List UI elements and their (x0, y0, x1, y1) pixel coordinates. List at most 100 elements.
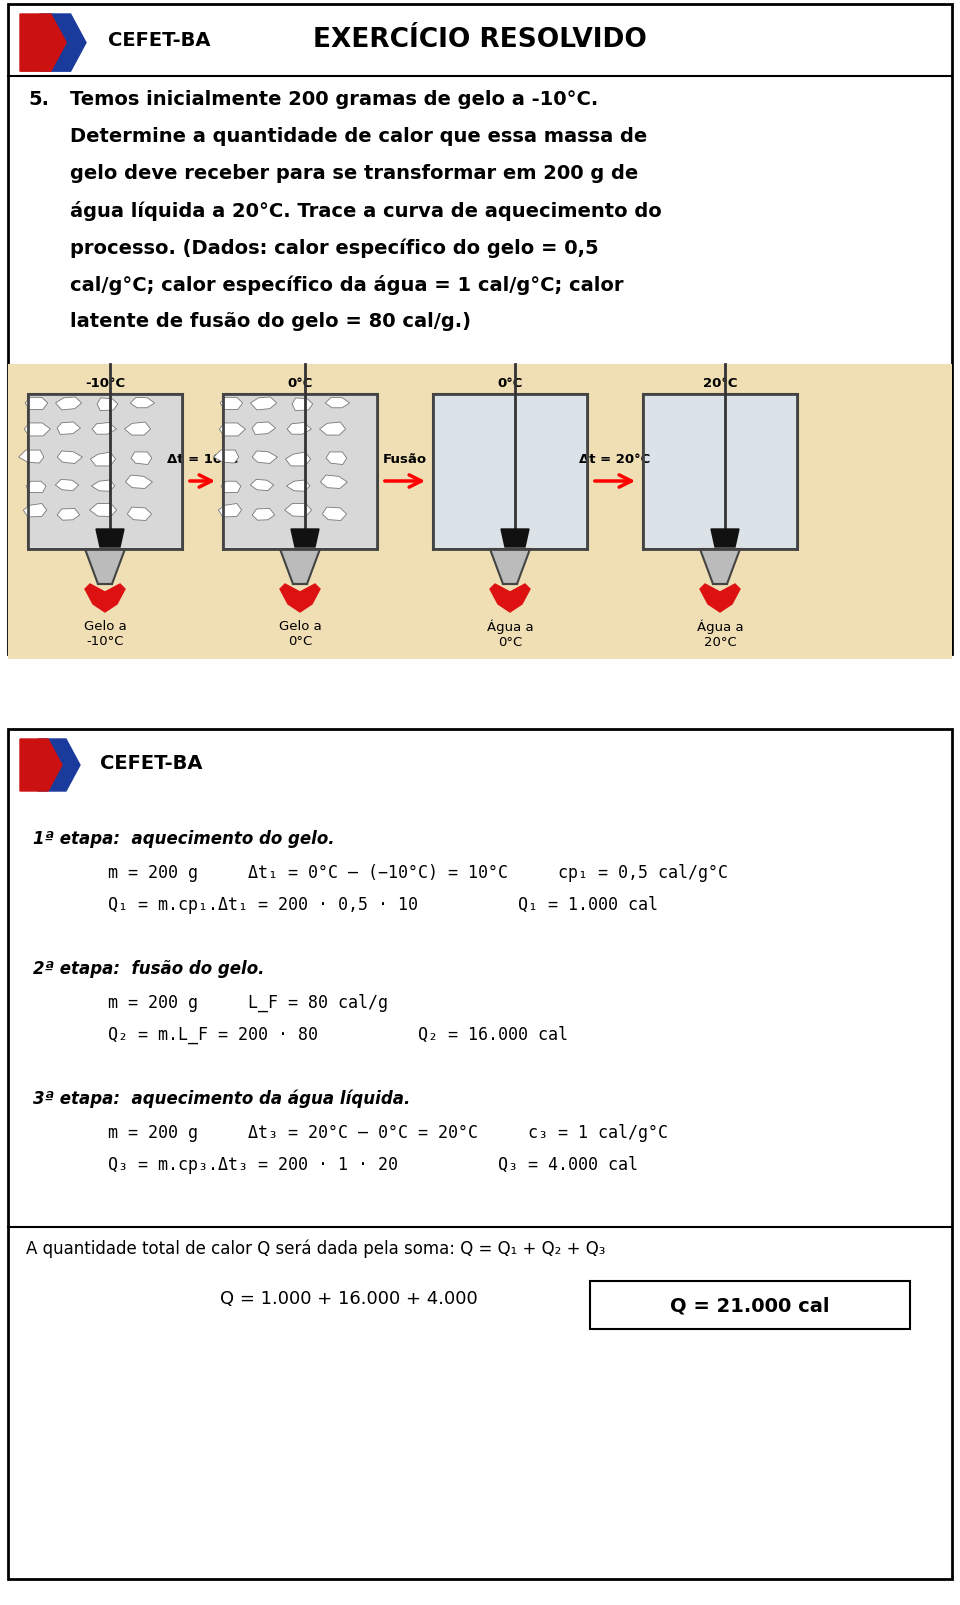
Polygon shape (96, 530, 124, 547)
Polygon shape (57, 422, 81, 435)
FancyBboxPatch shape (223, 395, 378, 549)
FancyBboxPatch shape (643, 395, 798, 549)
Text: cal/g°C; calor específico da água = 1 cal/g°C; calor: cal/g°C; calor específico da água = 1 ca… (70, 274, 623, 295)
Polygon shape (700, 584, 740, 613)
Text: EXERCÍCIO RESOLVIDO: EXERCÍCIO RESOLVIDO (313, 27, 647, 53)
Text: m = 200 g     Δt₁ = 0°C – (−10°C) = 10°C     cp₁ = 0,5 cal/g°C: m = 200 g Δt₁ = 0°C – (−10°C) = 10°C cp₁… (108, 863, 728, 881)
Text: Q = 21.000 cal: Q = 21.000 cal (670, 1295, 829, 1314)
Polygon shape (320, 422, 346, 437)
Polygon shape (128, 507, 152, 522)
Polygon shape (251, 398, 276, 411)
Polygon shape (85, 584, 125, 613)
Text: Gelo a
-10°C: Gelo a -10°C (84, 620, 127, 647)
Polygon shape (20, 740, 62, 791)
Polygon shape (39, 14, 86, 72)
Text: A quantidade total de calor Q será dada pela soma: Q = Q₁ + Q₂ + Q₃: A quantidade total de calor Q será dada … (26, 1239, 606, 1258)
Polygon shape (220, 398, 243, 411)
Polygon shape (26, 482, 46, 493)
Polygon shape (58, 451, 83, 464)
Polygon shape (221, 482, 241, 493)
FancyBboxPatch shape (225, 396, 376, 547)
Polygon shape (251, 480, 274, 491)
Polygon shape (89, 504, 116, 517)
Polygon shape (219, 424, 246, 437)
FancyBboxPatch shape (8, 730, 952, 1579)
Text: Fusão: Fusão (383, 453, 427, 465)
Text: Temos inicialmente 200 gramas de gelo a -10°C.: Temos inicialmente 200 gramas de gelo a … (70, 90, 598, 109)
FancyBboxPatch shape (30, 396, 181, 547)
Polygon shape (280, 584, 320, 613)
Polygon shape (292, 398, 313, 411)
Polygon shape (38, 740, 80, 791)
Polygon shape (252, 422, 276, 435)
FancyBboxPatch shape (8, 364, 952, 660)
Polygon shape (218, 504, 242, 517)
Text: -10°C: -10°C (84, 377, 125, 390)
Polygon shape (326, 453, 347, 465)
Text: Q₃ = m.cp₃.Δt₃ = 200 · 1 · 20          Q₃ = 4.000 cal: Q₃ = m.cp₃.Δt₃ = 200 · 1 · 20 Q₃ = 4.000… (108, 1156, 638, 1173)
Polygon shape (25, 398, 48, 411)
Polygon shape (286, 480, 310, 491)
Text: 1ª etapa:  aquecimento do gelo.: 1ª etapa: aquecimento do gelo. (33, 830, 335, 847)
Polygon shape (490, 584, 530, 613)
Text: 20°C: 20°C (703, 377, 737, 390)
Text: latente de fusão do gelo = 80 cal/g.): latente de fusão do gelo = 80 cal/g.) (70, 311, 471, 331)
Polygon shape (490, 549, 530, 584)
Polygon shape (711, 530, 739, 547)
Text: m = 200 g     Δt₃ = 20°C – 0°C = 20°C     c₃ = 1 cal/g°C: m = 200 g Δt₃ = 20°C – 0°C = 20°C c₃ = 1… (108, 1124, 668, 1141)
Text: Δt = 10°C: Δt = 10°C (167, 453, 238, 465)
Polygon shape (126, 475, 153, 490)
Polygon shape (20, 14, 66, 72)
Polygon shape (323, 507, 347, 522)
Polygon shape (58, 509, 80, 522)
Polygon shape (24, 424, 50, 437)
Text: Δt = 20°C: Δt = 20°C (580, 453, 651, 465)
Polygon shape (284, 504, 312, 517)
Polygon shape (325, 398, 349, 409)
Polygon shape (252, 509, 275, 522)
FancyBboxPatch shape (590, 1281, 910, 1329)
Polygon shape (321, 475, 348, 490)
Text: processo. (Dados: calor específico do gelo = 0,5: processo. (Dados: calor específico do ge… (70, 238, 599, 257)
Text: gelo deve receber para se transformar em 200 g de: gelo deve receber para se transformar em… (70, 164, 638, 183)
FancyBboxPatch shape (433, 395, 588, 549)
Polygon shape (56, 398, 82, 411)
Text: 5.: 5. (28, 90, 49, 109)
Text: CEFET-BA: CEFET-BA (100, 754, 203, 774)
Text: Q = 1.000 + 16.000 + 4.000: Q = 1.000 + 16.000 + 4.000 (220, 1289, 478, 1306)
Polygon shape (125, 422, 151, 437)
Polygon shape (91, 480, 115, 491)
Polygon shape (252, 451, 277, 464)
Polygon shape (285, 453, 311, 467)
FancyBboxPatch shape (645, 396, 796, 547)
Polygon shape (291, 530, 319, 547)
Polygon shape (90, 453, 115, 467)
FancyBboxPatch shape (435, 396, 586, 547)
Text: m = 200 g     L_F = 80 cal/g: m = 200 g L_F = 80 cal/g (108, 993, 388, 1011)
Text: 0°C: 0°C (287, 377, 313, 390)
Text: 3ª etapa:  aquecimento da água líquida.: 3ª etapa: aquecimento da água líquida. (33, 1090, 410, 1107)
Text: Gelo a
0°C: Gelo a 0°C (278, 620, 322, 647)
Polygon shape (56, 480, 79, 491)
Polygon shape (23, 504, 47, 517)
Polygon shape (213, 451, 239, 464)
Polygon shape (18, 451, 44, 464)
Text: CEFET-BA: CEFET-BA (108, 30, 210, 50)
Polygon shape (501, 530, 529, 547)
Text: Q₂ = m.L_F = 200 · 80          Q₂ = 16.000 cal: Q₂ = m.L_F = 200 · 80 Q₂ = 16.000 cal (108, 1026, 568, 1043)
Text: 0°C: 0°C (497, 377, 522, 390)
Polygon shape (92, 424, 116, 435)
Text: Água a
0°C: Água a 0°C (487, 620, 534, 648)
Polygon shape (131, 398, 155, 409)
FancyBboxPatch shape (8, 5, 952, 655)
Polygon shape (85, 549, 125, 584)
Text: água líquida a 20°C. Trace a curva de aquecimento do: água líquida a 20°C. Trace a curva de aq… (70, 201, 661, 221)
Text: 2ª etapa:  fusão do gelo.: 2ª etapa: fusão do gelo. (33, 960, 265, 977)
Text: Q₁ = m.cp₁.Δt₁ = 200 · 0,5 · 10          Q₁ = 1.000 cal: Q₁ = m.cp₁.Δt₁ = 200 · 0,5 · 10 Q₁ = 1.0… (108, 896, 658, 913)
Text: Determine a quantidade de calor que essa massa de: Determine a quantidade de calor que essa… (70, 127, 647, 146)
Polygon shape (97, 398, 118, 411)
Text: Água a
20°C: Água a 20°C (697, 620, 743, 648)
Polygon shape (700, 549, 740, 584)
Polygon shape (132, 453, 152, 465)
Polygon shape (280, 549, 320, 584)
